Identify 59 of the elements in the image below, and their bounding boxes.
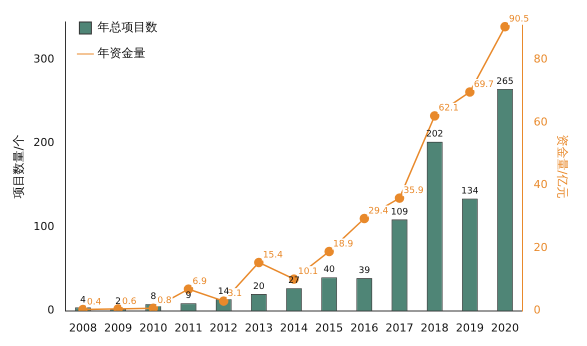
x-tick-label: 2009 <box>104 321 132 334</box>
data-label: 109 <box>390 207 408 218</box>
y2-tick-label: 40 <box>534 178 548 192</box>
x-tick-label: 2011 <box>174 321 202 334</box>
data-label: 202 <box>426 130 444 140</box>
point <box>113 304 123 311</box>
data-label: 0.6 <box>122 296 137 307</box>
point <box>254 258 264 268</box>
data-label: 39 <box>358 266 370 276</box>
data-label: 35.9 <box>404 186 424 196</box>
data-label: 2 <box>115 296 122 307</box>
point <box>324 246 334 256</box>
point <box>430 111 440 121</box>
point <box>500 22 510 32</box>
data-label: 18.9 <box>333 239 354 250</box>
data-label: 265 <box>496 76 514 87</box>
y2-tick-label: 0 <box>534 304 541 317</box>
x-tick-label: 2019 <box>456 321 484 334</box>
y-tick-label: 0 <box>47 304 54 317</box>
point <box>394 193 404 203</box>
x-tick-label: 2008 <box>68 321 97 334</box>
legend-label: 年资金量 <box>97 46 146 60</box>
x-tick-label: 2016 <box>350 321 378 334</box>
y2-axis-title: 资金量/亿元 <box>556 134 570 198</box>
y2-tick-label: 20 <box>534 240 548 254</box>
point <box>465 87 475 97</box>
data-label: 134 <box>461 186 479 196</box>
data-label: 9 <box>186 291 192 302</box>
x-tick-label: 2020 <box>491 321 520 334</box>
data-label: 0.4 <box>86 297 102 308</box>
y-axis-title: 项目数量/个 <box>11 134 26 198</box>
x-tick-label: 2010 <box>139 321 168 334</box>
legend-label: 年总项目数 <box>97 20 158 34</box>
data-label: 8 <box>150 292 156 302</box>
data-label: 20 <box>253 282 265 292</box>
x-tick-label: 2015 <box>315 321 344 334</box>
data-label: 0.8 <box>157 296 172 306</box>
data-label: 90.5 <box>509 14 530 25</box>
x-tick-label: 2012 <box>210 321 238 334</box>
x-tick-label: 2014 <box>280 321 308 334</box>
y2-tick-label: 60 <box>534 115 548 128</box>
y2-tick-label: 80 <box>534 52 548 66</box>
data-label: 15.4 <box>262 250 284 260</box>
x-tick-label: 2013 <box>244 321 273 334</box>
data-label: 29.4 <box>368 206 389 216</box>
data-label: 10.1 <box>298 266 318 277</box>
data-label: 6.9 <box>192 276 208 287</box>
x-tick-label: 2017 <box>386 321 414 334</box>
data-label: 62.1 <box>438 104 459 114</box>
data-label: 4 <box>80 295 86 306</box>
data-label: 69.7 <box>474 80 494 90</box>
y-tick-label: 200 <box>33 136 54 150</box>
point <box>360 214 370 224</box>
y-tick-label: 300 <box>33 52 54 66</box>
x-tick-label: 2018 <box>420 321 449 334</box>
data-label: 3.1 <box>228 288 242 299</box>
y-tick-label: 100 <box>33 220 54 233</box>
point <box>148 304 158 311</box>
data-label: 40 <box>323 265 336 276</box>
